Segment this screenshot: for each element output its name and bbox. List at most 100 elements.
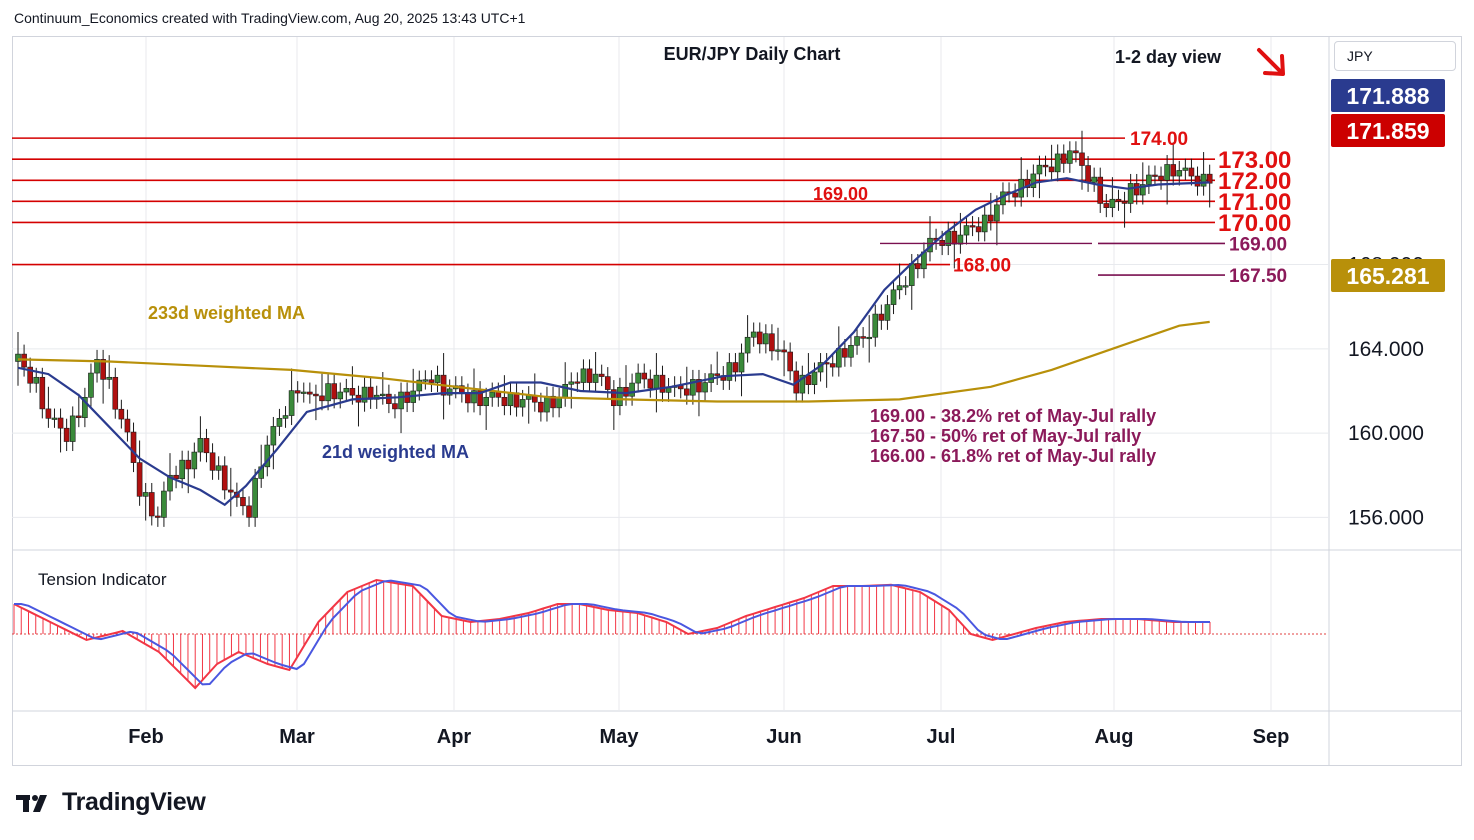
candle-body <box>483 396 489 407</box>
candle-body <box>270 426 277 446</box>
candle-body <box>611 389 617 407</box>
candle-body <box>294 390 301 394</box>
support-label: 169.00 <box>1229 234 1287 255</box>
candle-body <box>1176 170 1183 177</box>
candle-body <box>799 374 806 394</box>
candle-body <box>598 373 605 377</box>
down-arrow-icon <box>1257 48 1285 76</box>
candle-body <box>136 462 143 497</box>
candle-body <box>155 515 161 518</box>
candle-body <box>288 390 295 416</box>
candle-body <box>1121 201 1128 204</box>
candle-body <box>51 417 58 420</box>
candle-body <box>957 234 964 245</box>
candle-body <box>27 366 33 384</box>
candle-body <box>416 379 423 392</box>
candle-body <box>635 372 641 384</box>
ma233-label: 233d weighted MA <box>148 303 305 323</box>
price-tag <box>1331 79 1445 112</box>
candle-body <box>106 376 112 380</box>
candle-body <box>811 371 818 385</box>
annotation-line-2: 167.50 - 50% ret of May-Jul rally <box>870 426 1141 446</box>
candle-body <box>726 362 733 381</box>
candle-body <box>221 465 228 491</box>
candle-body <box>842 348 848 358</box>
candle-body <box>63 427 70 442</box>
x-tick-label: Apr <box>437 726 472 748</box>
x-tick-label: May <box>600 726 640 748</box>
x-tick-label: Feb <box>128 726 164 748</box>
chart-attribution: Continuum_Economics created with Trading… <box>14 10 526 26</box>
candle-body <box>76 415 82 418</box>
tradingview-icon <box>16 794 47 812</box>
candle-body <box>714 373 721 376</box>
candle-body <box>538 401 544 413</box>
currency-selector[interactable]: JPY <box>1334 41 1456 71</box>
candle-body <box>1170 164 1176 177</box>
candle-body <box>185 459 192 470</box>
candle-body <box>653 374 660 389</box>
candle-body <box>228 489 234 493</box>
candle-body <box>690 379 696 396</box>
resistance-label: 170.00 <box>1218 210 1291 237</box>
candle-body <box>744 336 751 354</box>
y-tick-label: 156.000 <box>1348 506 1424 529</box>
candle-body <box>775 349 781 352</box>
candle-body <box>969 225 976 228</box>
candle-body <box>325 383 331 402</box>
x-tick-label: Aug <box>1095 726 1134 748</box>
annotation-line-1: 169.00 - 38.2% ret of May-Jul rally <box>870 406 1156 426</box>
candle-body <box>282 415 289 419</box>
candle-body <box>994 204 1000 222</box>
x-tick-label: Jul <box>927 726 956 748</box>
candle-body <box>300 391 307 394</box>
candle-body <box>337 391 344 400</box>
x-tick-label: Mar <box>279 726 315 748</box>
candle-body <box>471 390 477 404</box>
candle-body <box>1152 174 1158 177</box>
candle-body <box>1012 192 1018 198</box>
candle-body <box>240 497 246 507</box>
candle-body <box>124 418 131 433</box>
view-note: 1-2 day view <box>1115 47 1222 67</box>
candle-body <box>866 336 873 340</box>
tension-slow-line <box>14 579 1210 686</box>
candle-body <box>1054 153 1061 173</box>
candle-body <box>544 395 550 413</box>
tradingview-logo[interactable]: TradingView <box>16 788 206 817</box>
candle-body <box>835 348 842 368</box>
price-tag <box>1331 259 1445 292</box>
candle-body <box>379 393 386 396</box>
candle-body <box>896 285 903 291</box>
candle-body <box>1097 176 1104 204</box>
candle-body <box>94 359 100 374</box>
candle-body <box>1158 175 1164 181</box>
candle-body <box>191 451 198 470</box>
candle-body <box>647 378 654 389</box>
candle-body <box>1030 173 1037 188</box>
candle-body <box>398 391 404 410</box>
candle-body <box>1103 203 1110 208</box>
candle-body <box>307 391 313 395</box>
candle-body <box>422 379 429 382</box>
candle-body <box>696 379 702 393</box>
candle-body <box>465 392 471 404</box>
annotation-line-3: 166.00 - 61.8% ret of May-Jul rally <box>870 446 1156 466</box>
resistance-label: 174.00 <box>1130 129 1188 150</box>
candle-body <box>641 372 648 380</box>
chart-title: EUR/JPY Daily Chart <box>664 44 841 64</box>
candle-body <box>854 336 860 346</box>
candle-body <box>264 444 271 468</box>
chart-frame <box>12 36 1462 766</box>
candle-body <box>1140 184 1146 196</box>
support-label: 167.50 <box>1229 266 1287 287</box>
candle-body <box>1194 175 1201 187</box>
candle-body <box>361 386 368 403</box>
candle-body <box>860 336 866 339</box>
candle-body <box>118 408 125 420</box>
level-label-169-left: 169.00 <box>813 184 868 204</box>
y-tick-label: 164.000 <box>1348 338 1424 361</box>
candle-body <box>1073 150 1079 154</box>
candle-body <box>848 345 854 358</box>
